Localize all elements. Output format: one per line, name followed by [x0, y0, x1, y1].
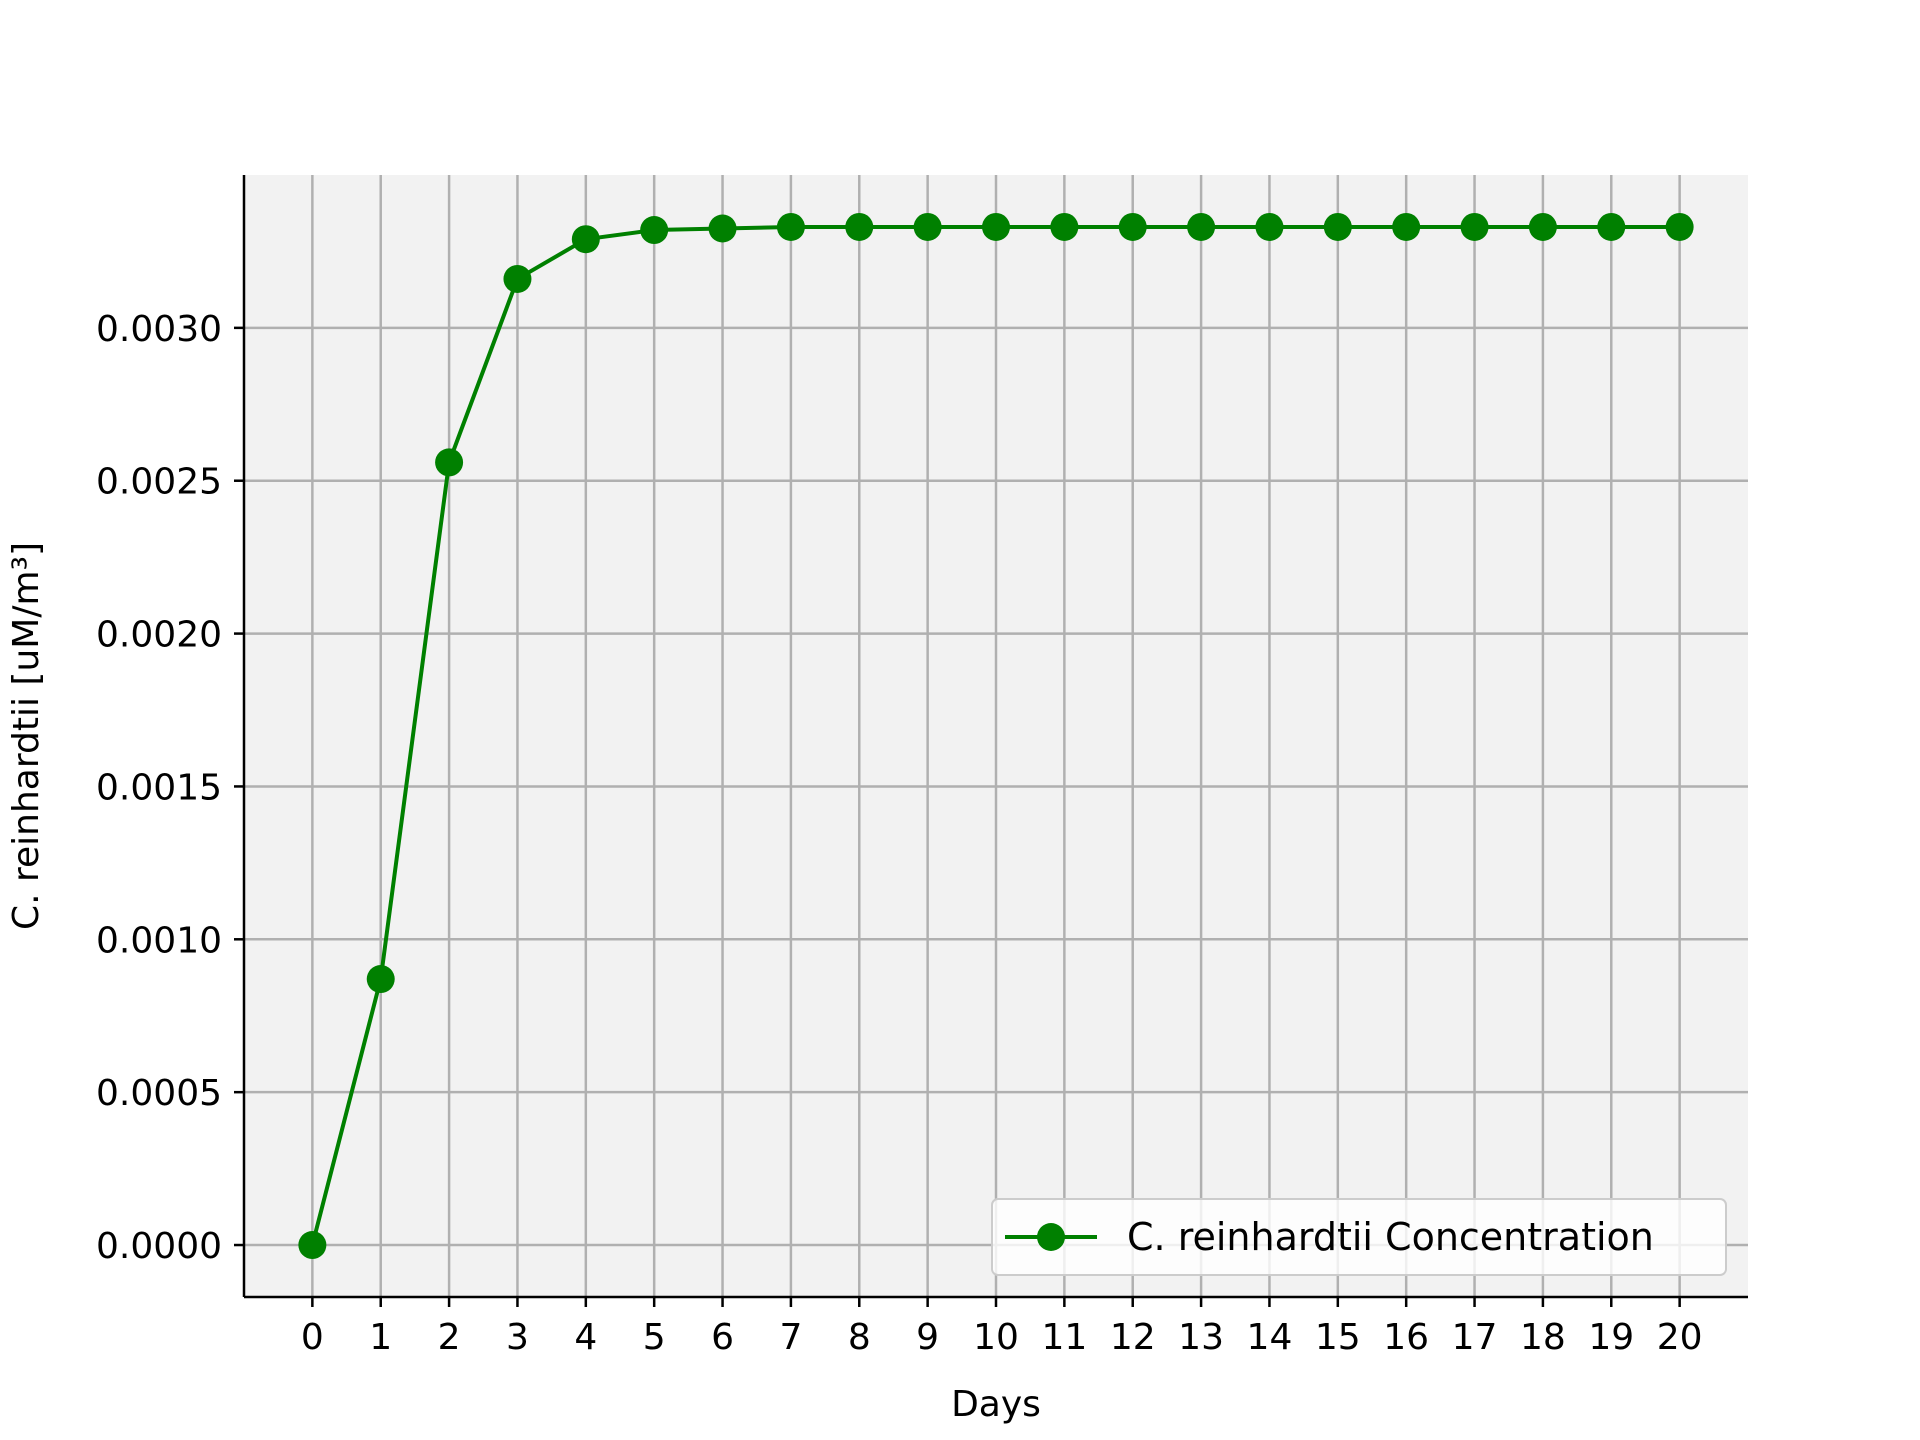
y-tick-label: 0.0005	[96, 1073, 222, 1114]
x-tick-label: 4	[574, 1317, 597, 1358]
axis-ticks: 0 1 2 3 4 5 6 7 8 9 10 11 12 13 14 15 16 17 18 19 200.00000.…	[96, 309, 1703, 1358]
legend-box	[991, 1198, 1727, 1276]
x-tick-label: 2	[438, 1317, 461, 1358]
x-tick-label: 3	[506, 1317, 529, 1358]
x-tick-label: 20	[1657, 1317, 1703, 1358]
data-point	[1597, 212, 1626, 241]
data-point	[1528, 212, 1557, 241]
data-point	[1665, 212, 1694, 241]
data-point	[571, 225, 600, 254]
y-axis-label: C. reinhardtii [uM/m³]	[6, 542, 47, 930]
x-tick-label: 5	[643, 1317, 666, 1358]
data-point	[1460, 212, 1489, 241]
x-axis-label: Days	[951, 1384, 1041, 1425]
y-tick-label: 0.0030	[96, 309, 222, 350]
x-tick-label: 6	[711, 1317, 734, 1358]
x-tick-label: 14	[1247, 1317, 1293, 1358]
data-point	[298, 1231, 327, 1260]
data-point	[1050, 212, 1079, 241]
data-point	[776, 212, 805, 241]
data-point	[913, 212, 942, 241]
data-point	[1187, 212, 1216, 241]
x-tick-label: 10	[973, 1317, 1019, 1358]
x-tick-label: 7	[779, 1317, 802, 1358]
x-tick-label: 1	[369, 1317, 392, 1358]
series-c-reinhardtii	[298, 212, 1694, 1260]
x-tick-label: 19	[1588, 1317, 1634, 1358]
data-point	[366, 965, 395, 994]
data-point	[1392, 212, 1421, 241]
x-tick-label: 9	[916, 1317, 939, 1358]
x-tick-label: 18	[1520, 1317, 1566, 1358]
data-point	[503, 264, 532, 293]
x-tick-label: 15	[1315, 1317, 1361, 1358]
y-tick-label: 0.0010	[96, 920, 222, 961]
data-point	[1323, 212, 1352, 241]
x-tick-label: 8	[848, 1317, 871, 1358]
data-point	[708, 214, 737, 243]
y-tick-label: 0.0025	[96, 462, 222, 503]
y-tick-label: 0.0020	[96, 615, 222, 656]
x-tick-label: 16	[1383, 1317, 1429, 1358]
data-point	[1118, 212, 1147, 241]
data-point	[845, 212, 874, 241]
x-tick-label: 0	[301, 1317, 324, 1358]
data-point	[982, 212, 1010, 241]
data-point	[435, 448, 464, 477]
y-tick-label: 0.0015	[96, 767, 222, 808]
data-point	[1255, 212, 1284, 241]
x-tick-label: 13	[1178, 1317, 1224, 1358]
data-point	[640, 216, 669, 245]
legend-label: C. reinhardtii Concentration	[1127, 1215, 1654, 1259]
legend: C. reinhardtii Concentration	[991, 1198, 1727, 1276]
x-tick-label: 11	[1041, 1317, 1087, 1358]
y-tick-label: 0.0000	[96, 1226, 222, 1267]
x-tick-label: 12	[1110, 1317, 1156, 1358]
legend-marker-swatch	[1037, 1223, 1065, 1251]
x-tick-label: 17	[1452, 1317, 1498, 1358]
